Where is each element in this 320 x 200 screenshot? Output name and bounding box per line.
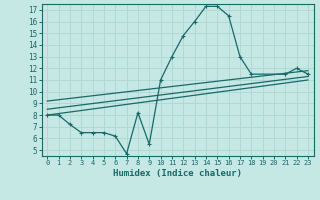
X-axis label: Humidex (Indice chaleur): Humidex (Indice chaleur) [113,169,242,178]
